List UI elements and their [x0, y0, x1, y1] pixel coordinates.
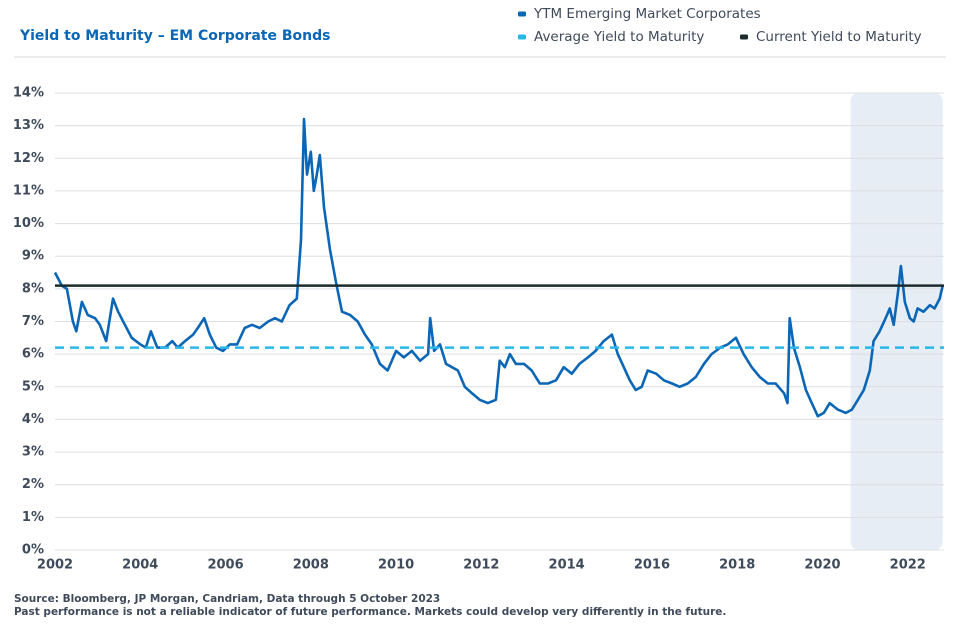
disclaimer: Past performance is not a reliable indic…	[14, 606, 726, 618]
y-tick-label: 8%	[22, 281, 44, 296]
legend-swatch	[740, 34, 748, 40]
y-tick-label: 13%	[13, 118, 44, 133]
x-tick-label: 2020	[804, 558, 840, 573]
x-tick-label: 2016	[634, 558, 670, 573]
y-tick-label: 1%	[22, 510, 44, 525]
legend-label: Average Yield to Maturity	[534, 29, 704, 45]
legend-label: Current Yield to Maturity	[756, 29, 922, 45]
source: Source: Bloomberg, JP Morgan, Candriam, …	[14, 593, 440, 605]
x-tick-label: 2022	[890, 558, 926, 573]
x-tick-label: 2010	[378, 558, 414, 573]
y-tick-label: 3%	[22, 445, 44, 460]
y-tick-label: 9%	[22, 249, 44, 264]
data-line	[53, 117, 944, 418]
legend-swatch	[518, 11, 526, 17]
chart-title: Yield to Maturity – EM Corporate Bonds	[19, 28, 330, 44]
y-tick-label: 10%	[13, 216, 44, 231]
x-tick-label: 2014	[549, 558, 585, 573]
legend-label: YTM Emerging Market Corporates	[533, 6, 761, 22]
y-tick-label: 2%	[22, 477, 44, 492]
y-tick-label: 0%	[22, 543, 44, 558]
x-tick-label: 2006	[207, 558, 243, 573]
y-tick-label: 14%	[13, 86, 44, 101]
x-tick-label: 2002	[37, 558, 73, 573]
x-tick-label: 2004	[122, 558, 158, 573]
y-tick-label: 12%	[13, 151, 44, 166]
y-tick-label: 11%	[13, 183, 44, 198]
legend-swatch	[518, 34, 526, 40]
y-tick-label: 7%	[22, 314, 44, 329]
y-tick-label: 5%	[22, 379, 44, 394]
y-tick-label: 6%	[22, 347, 44, 362]
x-tick-label: 2018	[719, 558, 755, 573]
y-tick-label: 4%	[22, 412, 44, 427]
x-tick-label: 2012	[463, 558, 499, 573]
x-tick-label: 2008	[293, 558, 329, 573]
